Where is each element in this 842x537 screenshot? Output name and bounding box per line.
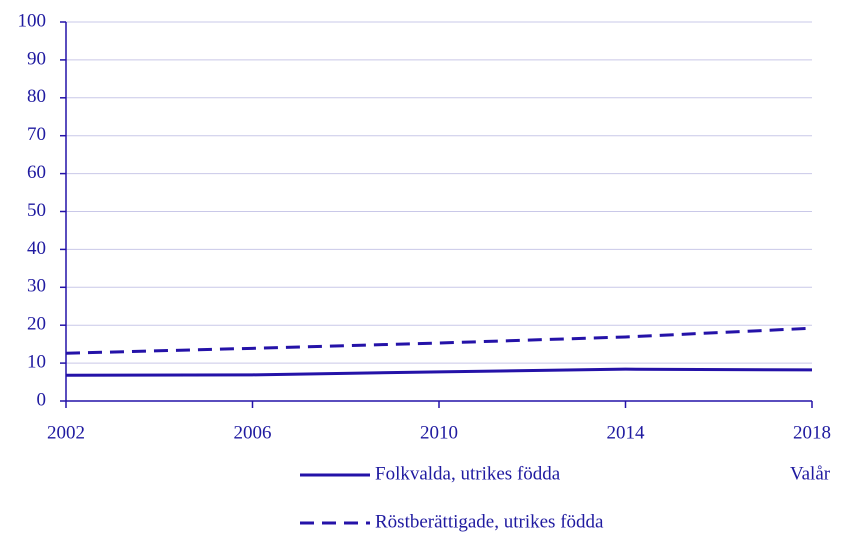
legend-label: Röstberättigade, utrikes födda bbox=[375, 511, 604, 532]
y-tick-label: 100 bbox=[18, 10, 47, 31]
x-tick-label: 2006 bbox=[234, 422, 272, 443]
y-tick-label: 60 bbox=[27, 162, 46, 183]
y-tick-label: 70 bbox=[27, 124, 46, 145]
x-tick-label: 2002 bbox=[47, 422, 85, 443]
x-tick-label: 2018 bbox=[793, 422, 831, 443]
y-tick-label: 40 bbox=[27, 238, 46, 259]
series-line bbox=[65, 367, 813, 377]
y-tick-label: 50 bbox=[27, 200, 46, 221]
y-tick-label: 10 bbox=[27, 351, 46, 372]
legend-label: Folkvalda, utrikes födda bbox=[375, 463, 561, 484]
y-tick-label: 30 bbox=[27, 276, 46, 297]
x-tick-label: 2010 bbox=[420, 422, 458, 443]
y-tick-label: 80 bbox=[27, 86, 46, 107]
y-tick-label: 0 bbox=[37, 389, 47, 410]
y-tick-label: 20 bbox=[27, 314, 46, 335]
x-tick-label: 2014 bbox=[607, 422, 646, 443]
x-axis-label: Valår bbox=[790, 463, 831, 484]
y-tick-label: 90 bbox=[27, 48, 46, 69]
series-line bbox=[65, 326, 813, 355]
